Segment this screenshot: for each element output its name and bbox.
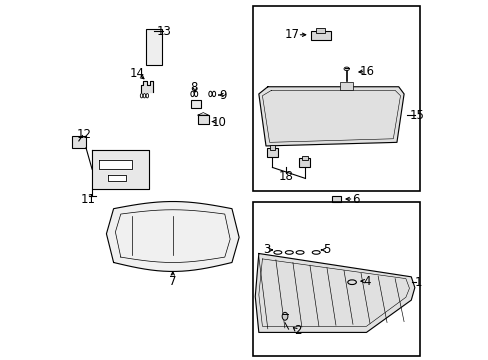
Polygon shape: [258, 87, 403, 146]
Bar: [190, 100, 201, 108]
Bar: [340, 82, 352, 90]
Polygon shape: [255, 253, 414, 332]
Text: 1: 1: [414, 276, 421, 289]
Text: 8: 8: [189, 81, 197, 94]
Bar: [269, 145, 275, 149]
Bar: [332, 196, 341, 202]
Bar: [299, 158, 309, 167]
Text: 2: 2: [294, 324, 302, 337]
Text: 6: 6: [351, 193, 359, 206]
Bar: [253, 6, 419, 191]
Text: 9: 9: [219, 89, 226, 102]
Polygon shape: [106, 202, 239, 271]
Polygon shape: [108, 175, 126, 181]
Text: 14: 14: [129, 67, 144, 80]
Bar: [72, 136, 86, 148]
Text: 12: 12: [76, 128, 91, 141]
Text: 11: 11: [81, 193, 96, 206]
Text: 7: 7: [169, 275, 176, 288]
Polygon shape: [99, 160, 131, 169]
Bar: [316, 28, 325, 33]
Bar: [198, 115, 208, 125]
Polygon shape: [140, 81, 152, 92]
Polygon shape: [92, 149, 149, 189]
Ellipse shape: [282, 312, 287, 320]
Bar: [310, 31, 330, 40]
Ellipse shape: [344, 67, 349, 71]
Text: 5: 5: [323, 243, 330, 256]
Text: 17: 17: [284, 28, 299, 41]
Text: 16: 16: [359, 65, 374, 78]
Text: 15: 15: [409, 109, 424, 122]
Text: 4: 4: [363, 275, 370, 288]
Text: 18: 18: [278, 170, 293, 183]
Bar: [145, 30, 162, 65]
Text: 13: 13: [156, 25, 171, 38]
Bar: [266, 148, 277, 157]
Text: 10: 10: [211, 116, 226, 129]
Text: 3: 3: [263, 243, 270, 256]
Bar: [302, 156, 307, 160]
Bar: [253, 202, 419, 356]
